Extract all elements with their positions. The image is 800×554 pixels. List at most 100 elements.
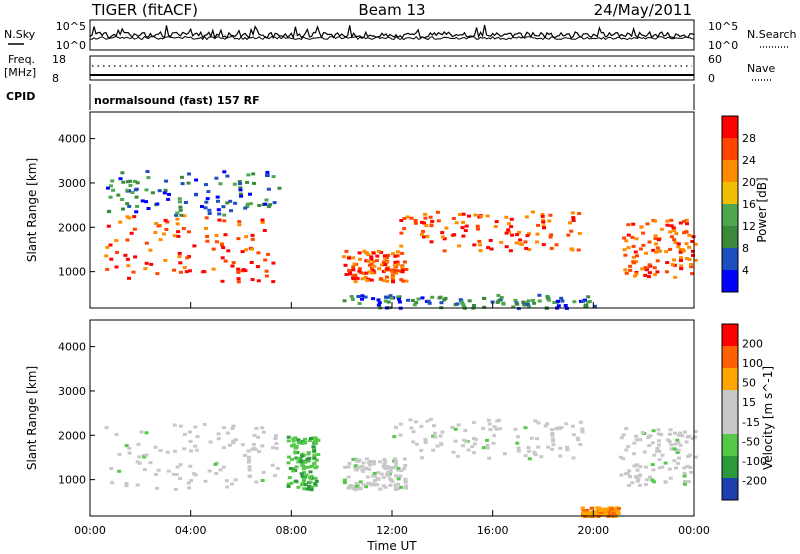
heatmap-cell [354, 457, 359, 461]
heatmap-cell [123, 253, 128, 257]
y-tick-label: 2000 [58, 221, 86, 234]
heatmap-cell [385, 267, 390, 271]
heatmap-cell [135, 181, 140, 185]
heatmap-cell [668, 476, 673, 480]
heatmap-cell [664, 270, 669, 274]
heatmap-cell [411, 440, 416, 444]
heatmap-cell [689, 265, 694, 269]
heatmap-cell [577, 231, 582, 235]
heatmap-cell [547, 298, 551, 302]
heatmap-cell [378, 460, 382, 464]
heatmap-cell [377, 267, 382, 271]
cpid-label: CPID [6, 90, 35, 103]
heatmap-cell [677, 456, 681, 460]
x-tick-label: 12:00 [376, 524, 408, 537]
heatmap-cell [313, 476, 318, 480]
heatmap-cell [675, 451, 680, 454]
heatmap-cell [306, 452, 311, 456]
heatmap-cell [357, 269, 362, 273]
heatmap-cell [632, 261, 637, 265]
heatmap-cell [120, 171, 125, 175]
heatmap-cell [126, 180, 130, 184]
heatmap-cell [176, 234, 181, 238]
heatmap-cell [601, 511, 606, 515]
heatmap-cell [291, 467, 296, 471]
heatmap-cell [178, 463, 183, 467]
heatmap-cell [634, 475, 639, 478]
heatmap-cell [540, 214, 545, 218]
heatmap-cell [419, 424, 424, 428]
heatmap-cell [657, 443, 661, 447]
heatmap-cell [166, 197, 171, 201]
heatmap-cell [514, 241, 519, 245]
heatmap-cell [231, 439, 236, 443]
heatmap-cell [559, 426, 564, 429]
heatmap-cell [346, 486, 351, 490]
heatmap-cell [485, 443, 490, 447]
heatmap-cell [187, 269, 192, 273]
heatmap-cell [351, 277, 356, 281]
colorbar-segment [722, 456, 738, 478]
heatmap-cell [621, 433, 626, 437]
heatmap-cell [135, 204, 140, 208]
heatmap-cell [643, 465, 648, 469]
heatmap-cell [250, 237, 255, 241]
heatmap-cell [214, 472, 219, 475]
heatmap-cell [370, 474, 375, 478]
heatmap-cell [214, 176, 219, 180]
heatmap-cell [513, 427, 518, 431]
heatmap-cell [351, 256, 356, 260]
heatmap-cell [481, 426, 486, 430]
heatmap-cell [301, 481, 306, 485]
heatmap-cell [650, 441, 655, 445]
heatmap-cell [456, 423, 461, 427]
heatmap-cell [385, 279, 390, 283]
heatmap-cell [175, 211, 180, 215]
heatmap-cell [286, 482, 291, 486]
heatmap-cell [172, 423, 177, 427]
heatmap-cell [271, 280, 276, 284]
heatmap-cell [673, 241, 678, 244]
heatmap-cell [517, 230, 522, 234]
heatmap-cell [391, 252, 395, 256]
heatmap-cell [260, 479, 265, 482]
heatmap-cell [651, 468, 656, 472]
heatmap-cell [180, 175, 184, 179]
heatmap-cell [302, 487, 307, 491]
heatmap-cell [246, 455, 251, 459]
heatmap-cell [628, 268, 633, 272]
heatmap-cell [395, 254, 400, 258]
heatmap-cell [672, 229, 677, 233]
heatmap-cell [171, 472, 176, 476]
heatmap-cell [570, 211, 575, 215]
heatmap-cell [365, 475, 370, 479]
heatmap-cell [256, 251, 261, 255]
heatmap-cell [232, 182, 237, 186]
heatmap-cell [316, 453, 321, 456]
frequency-panel: 18 8 60 0 Freq. [MHz] Nave [4, 53, 775, 85]
heatmap-cell [523, 240, 528, 244]
heatmap-cell [156, 468, 161, 472]
heatmap-cell [312, 454, 317, 458]
heatmap-cell [485, 446, 490, 450]
heatmap-cell [365, 279, 370, 282]
heatmap-cell [217, 212, 222, 216]
heatmap-cell [668, 230, 673, 234]
heatmap-cell [222, 426, 226, 430]
heatmap-cell [163, 218, 168, 222]
heatmap-cell [676, 433, 681, 437]
heatmap-cell [693, 242, 698, 246]
heatmap-cell [451, 217, 456, 220]
heatmap-cell [656, 439, 661, 443]
heatmap-cell [291, 439, 296, 443]
heatmap-cell [293, 479, 298, 483]
heatmap-cell [359, 487, 363, 490]
heatmap-cell [570, 424, 575, 428]
heatmap-cell [684, 230, 689, 234]
heatmap-cell [461, 234, 466, 238]
heatmap-cell [274, 446, 279, 450]
heatmap-cell [600, 508, 605, 512]
heatmap-cell [275, 467, 280, 470]
heatmap-cell [114, 265, 119, 269]
heatmap-cell [156, 224, 161, 228]
